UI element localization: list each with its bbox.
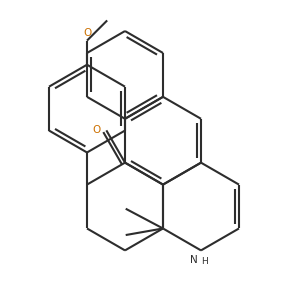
Text: O: O [93,125,101,135]
Text: H: H [201,257,208,266]
Text: N: N [190,255,198,265]
Text: O: O [83,28,91,38]
